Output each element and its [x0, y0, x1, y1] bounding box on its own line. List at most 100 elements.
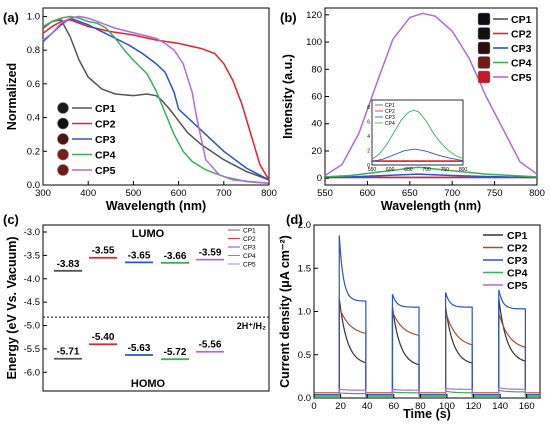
- line-cp3: [42, 17, 270, 181]
- inset-x-tick-label: 550: [368, 167, 377, 173]
- panel-label: (d): [286, 212, 303, 227]
- legend-label: CP3: [507, 255, 528, 267]
- legend-swatch-image: [477, 70, 491, 84]
- line-cp3: [314, 235, 540, 396]
- inset-legend-label: CP2: [385, 109, 395, 115]
- x-tick-label: 500: [125, 188, 141, 199]
- legend-swatch-image: [477, 27, 491, 40]
- lumo-value-label: -3.59: [199, 248, 222, 259]
- x-tick-label: 300: [35, 188, 51, 199]
- legend-label: CP4: [511, 58, 532, 70]
- panel-label: (a): [3, 10, 19, 25]
- y-tick-label: 20: [311, 146, 322, 157]
- y-tick-label: 0: [317, 173, 322, 184]
- x-tick-label: 700: [444, 188, 460, 199]
- x-tick-label: 600: [359, 188, 375, 199]
- homo-value-label: -5.71: [57, 347, 80, 358]
- y-tick-label: -4.0: [24, 274, 40, 285]
- legend-swatch-image: [477, 41, 491, 55]
- x-tick-label: 80: [415, 401, 426, 412]
- x-tick-label: 0: [311, 401, 316, 412]
- line-cp4: [324, 166, 538, 178]
- panel-label: (b): [280, 10, 297, 25]
- homo-title: HOMO: [131, 378, 166, 390]
- homo-value-label: -5.40: [92, 332, 115, 343]
- inset-line-cp3: [371, 148, 464, 162]
- x-tick-label: 750: [487, 188, 503, 199]
- x-tick-label: 60: [388, 401, 399, 412]
- line-cp5: [314, 386, 540, 396]
- x-axis-label: Time (s): [403, 407, 451, 421]
- legend-swatch-image: [57, 148, 69, 161]
- x-tick-label: 800: [529, 188, 545, 199]
- inset-y-tick-label: 4: [367, 134, 370, 140]
- line-cp4: [314, 389, 540, 397]
- y-tick-label: 1.5: [298, 263, 311, 274]
- line-cp5: [324, 12, 538, 177]
- x-tick-label: 160: [519, 401, 535, 412]
- x-tick-label: 650: [402, 188, 418, 199]
- y-axis-label: Normalized: [5, 63, 19, 130]
- legend-label: CP1: [243, 228, 256, 235]
- y-tick-label: 2.0: [298, 220, 311, 231]
- inset-x-tick-label: 650: [404, 167, 413, 173]
- inset-legend-label: CP4: [385, 121, 395, 127]
- legend-label: CP4: [95, 150, 116, 162]
- line-cp5: [42, 15, 270, 185]
- legend-label: CP5: [243, 262, 256, 269]
- legend-label: CP3: [511, 43, 532, 55]
- legend-label: CP1: [95, 103, 116, 115]
- legend-swatch-image: [477, 12, 491, 26]
- lumo-value-label: -3.55: [92, 246, 115, 257]
- y-tick-label: 0.5: [298, 350, 311, 361]
- panel-c: -3.0 -3.5 -4.0 -4.5 -5.0 -5.5 -6.0 Energy (eV V…: [3, 212, 270, 392]
- legend-swatch-image: [57, 164, 69, 176]
- inset-x-tick-label: 750: [441, 167, 450, 173]
- line-cp3: [324, 173, 538, 179]
- legend-label: CP5: [511, 72, 532, 84]
- legend-label: CP2: [243, 236, 256, 243]
- x-tick-label: 100: [439, 401, 455, 412]
- x-tick-label: 600: [171, 188, 187, 199]
- x-tick-label: 40: [362, 401, 373, 412]
- legend-label: CP2: [507, 243, 528, 255]
- inset-y-tick-label: 8: [367, 105, 370, 111]
- panel-a: 300 400 500 600 700 800 0.0 0.2 0.4 0.6 0.8 1.0 Wave…: [3, 7, 277, 213]
- x-tick-label: 800: [261, 188, 277, 199]
- x-tick-label: 700: [216, 188, 232, 199]
- x-tick-label: 120: [466, 401, 482, 412]
- legend-label: CP2: [511, 29, 532, 41]
- inset-y-tick-label: 0: [367, 163, 370, 169]
- line-cp2: [314, 306, 540, 394]
- y-tick-label: -4.5: [24, 297, 40, 308]
- y-axis-label: Energy (eV Vs. Vacuum): [5, 236, 19, 379]
- y-tick-label: 1.0: [27, 11, 40, 22]
- inset-legend-label: CP3: [385, 115, 395, 121]
- inset-line-cp4: [371, 109, 464, 160]
- x-tick-label: 20: [335, 401, 346, 412]
- line-cp1: [42, 18, 270, 181]
- y-tick-label: 100: [306, 37, 322, 48]
- y-tick-label: 1.0: [298, 307, 311, 318]
- legend-label: CP2: [95, 119, 116, 131]
- panel-b: 550 600 650 700 750 800020406080100120Wavelen…: [280, 7, 545, 213]
- legend-label: CP4: [507, 268, 528, 280]
- legend-label: CP3: [243, 245, 256, 252]
- legend-label: CP4: [243, 253, 256, 260]
- legend-label: CP5: [95, 165, 116, 177]
- x-tick-label: 400: [80, 188, 96, 199]
- y-tick-label: 0.2: [27, 146, 40, 157]
- y-tick-label: 0.0: [298, 393, 311, 404]
- y-tick-label: 0.4: [27, 113, 40, 124]
- y-axis-label: Current density (μA cm⁻²): [278, 235, 292, 388]
- inset-y-tick-label: 2: [367, 149, 370, 155]
- inset-x-tick-label: 600: [386, 167, 395, 173]
- x-tick-label: 140: [492, 401, 508, 412]
- legend-label: CP1: [511, 14, 532, 26]
- legend-swatch-image: [57, 102, 69, 114]
- plot-frame-a: [42, 7, 270, 186]
- lumo-value-label: -3.83: [57, 259, 80, 270]
- y-tick-label: -3.5: [24, 250, 40, 261]
- inset-x-tick-label: 800: [459, 167, 468, 173]
